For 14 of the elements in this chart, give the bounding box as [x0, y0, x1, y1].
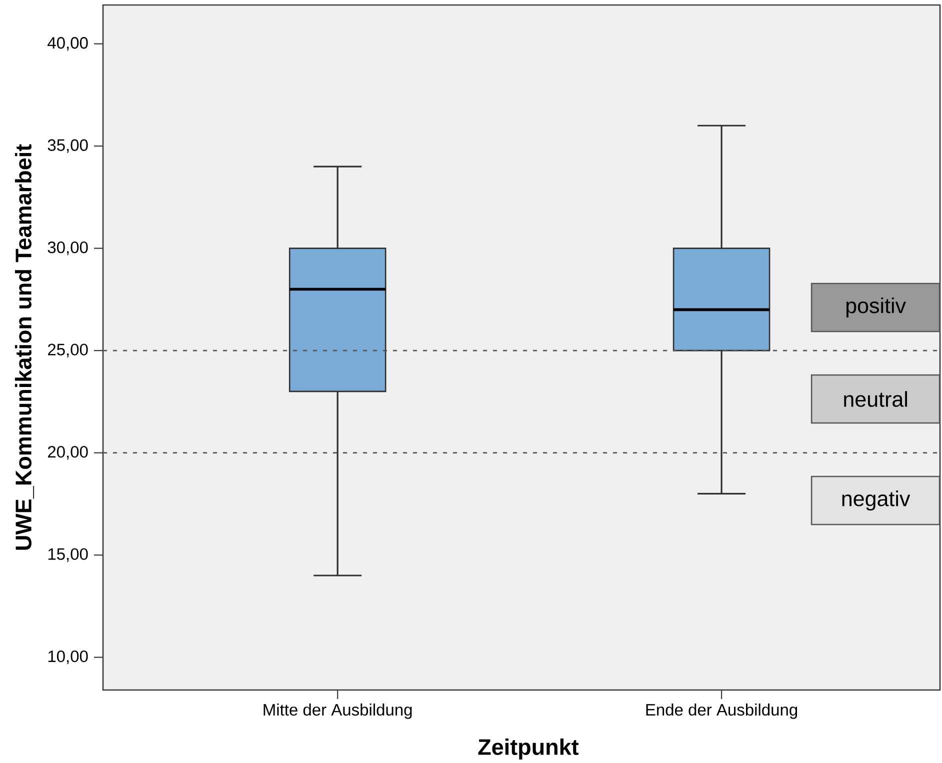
x-tick-label: Ende der Ausbildung — [646, 704, 798, 719]
x-tick-label: Mitte der Ausbildung — [264, 704, 412, 719]
y-tick-label: 15,00 — [48, 548, 88, 562]
annotation: neutral — [844, 391, 907, 407]
annotation: negativ — [842, 490, 910, 511]
y-tick-label: 10,00 — [48, 650, 88, 664]
x-axis-title: Zeitpunkt — [478, 738, 579, 760]
y-tick-label: 20,00 — [48, 446, 88, 460]
y-axis-title: UWE_Kommunikation und Teamarbeit — [14, 144, 34, 550]
y-tick-label: 40,00 — [48, 37, 88, 51]
y-tick-label: 25,00 — [48, 344, 88, 358]
y-tick-label: 35,00 — [48, 139, 88, 153]
annotation: positiv — [846, 297, 906, 318]
y-tick-label: 30,00 — [48, 242, 88, 256]
